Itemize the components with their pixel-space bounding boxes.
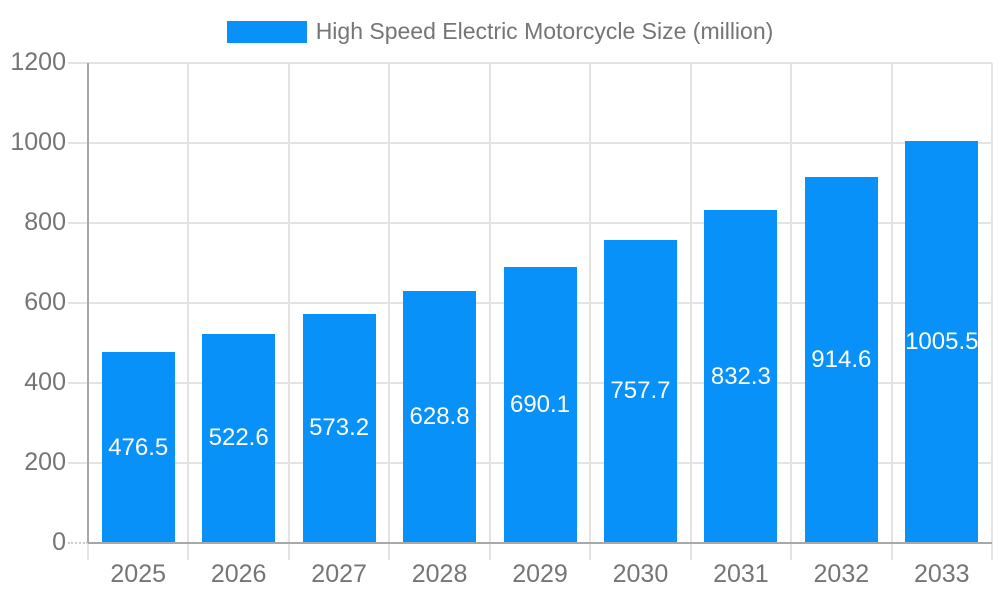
bar-2027 [302,313,376,543]
gridline-x-5 [589,63,592,560]
bar-value-label-2033: 1005.5 [905,327,979,355]
legend-label: High Speed Electric Motorcycle Size (mil… [315,18,774,44]
bar-2031 [704,210,778,543]
y-tick-label-400: 400 [24,368,66,396]
y-tick-label-600: 600 [24,288,66,316]
bar-2029 [503,266,577,543]
bar-2028 [403,291,477,543]
y-tick-400 [68,382,88,384]
x-tick-label-2025: 2025 [110,560,167,588]
x-tick-label-2031: 2031 [713,560,769,588]
gridline-y-800 [88,222,992,224]
y-tick-label-800: 800 [24,208,66,236]
x-tick-label-2032: 2032 [813,560,870,588]
y-tick-800 [68,222,88,224]
y-tick-label-1200: 1200 [10,48,66,76]
gridline-x-6 [689,63,692,560]
y-tick-label-0: 0 [52,528,66,556]
gridline-x-2 [287,63,290,560]
y-tick-600 [68,302,88,304]
bar-value-label-2028: 628.8 [409,403,470,431]
gridline-x-1 [187,63,190,560]
gridline-y-1200 [88,62,992,64]
legend-swatch-icon [226,20,307,43]
y-tick-label-200: 200 [24,448,66,476]
bar-2025 [101,352,175,543]
bar-value-label-2029: 690.1 [509,390,571,418]
x-axis-line [88,542,992,544]
y-axis-line [87,63,89,543]
gridline-x-7 [790,63,793,560]
x-tick-label-2029: 2029 [512,560,568,588]
gridline-x-3 [388,63,391,560]
gridline-x-4 [488,63,491,560]
y-tick-1000 [68,142,88,144]
bar-2026 [202,333,276,543]
bar-value-label-2031: 832.3 [710,362,771,390]
gridline-y-1000 [88,142,992,144]
bar-value-label-2030: 757.7 [610,377,671,405]
x-tick-label-2033: 2033 [913,560,970,588]
y-tick-label-1000: 1000 [10,128,66,156]
bar-2033 [905,140,979,543]
y-tick-200 [68,462,88,464]
bar-value-label-2032: 914.6 [811,346,872,374]
x-tick-label-2030: 2030 [612,560,669,588]
plot-area: 0 200 400 600 800 1000 1200 2025 2026 2027 2028 202… [10,50,993,588]
y-tick-0 [68,542,88,544]
bar-value-label-2025: 476.5 [108,433,169,461]
chart-legend: High Speed Electric Motorcycle Size (mil… [0,18,1000,45]
y-tick-1200 [68,62,88,64]
bar-2032 [804,177,878,543]
x-tick-label-2026: 2026 [210,560,267,588]
x-tick-label-2028: 2028 [411,560,468,588]
x-tick-label-2027: 2027 [311,560,367,588]
bar-2030 [603,239,677,543]
gridline-x-8 [890,63,893,560]
bar-value-label-2027: 573.2 [309,414,370,442]
gridline-x-9 [991,63,993,560]
bar-value-label-2026: 522.6 [208,424,269,452]
